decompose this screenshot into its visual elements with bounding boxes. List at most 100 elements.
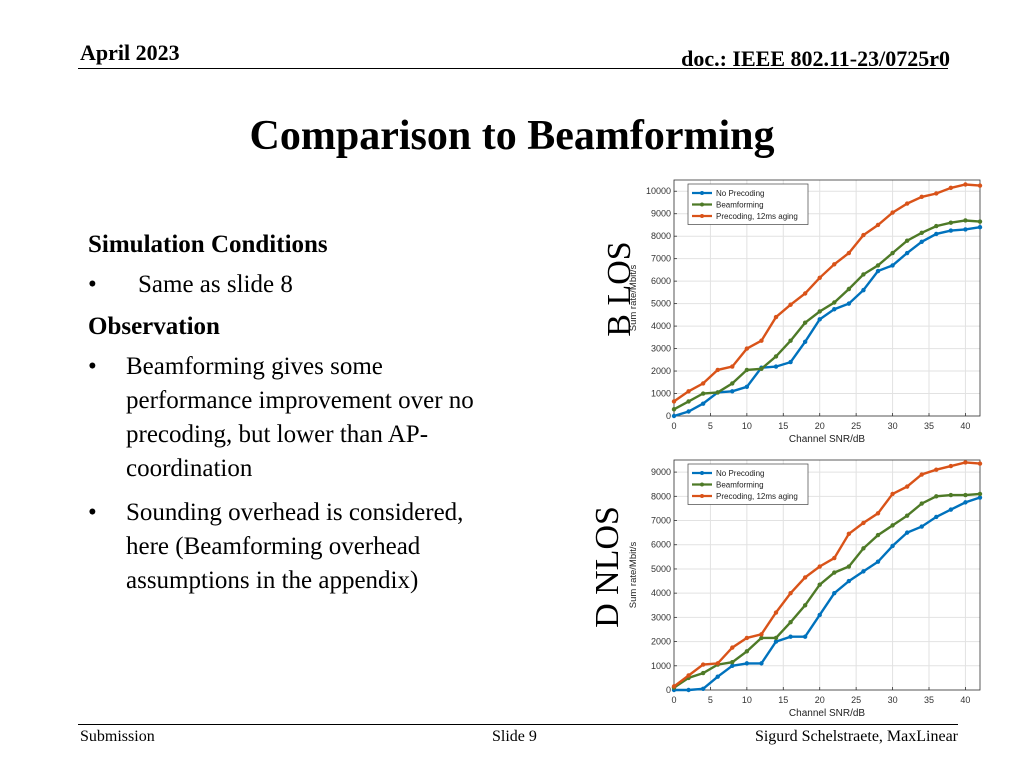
y-tick-label: 5000 [651,299,671,309]
series-line [673,461,981,688]
data-point [963,492,968,498]
data-point [875,222,881,228]
series-line [673,183,981,403]
y-tick-label: 7000 [651,516,671,526]
data-point [861,569,866,574]
data-point [773,314,779,320]
x-tick-label: 0 [671,421,676,431]
x-tick-label: 5 [708,695,713,705]
data-point [934,191,939,196]
data-point [817,317,822,322]
data-point [875,511,881,516]
x-tick-label: 20 [815,421,825,431]
data-point [730,389,735,394]
legend-marker [700,482,704,487]
data-point [773,364,779,369]
data-point [904,250,910,256]
legend-label: Precoding, 12ms aging [716,212,798,221]
footer-slide-number: Slide 9 [492,728,537,745]
data-point [904,513,910,518]
data-point [846,578,852,584]
data-point [977,219,983,224]
data-point [744,649,750,654]
data-point [963,500,968,505]
data-point [817,564,822,569]
data-point [875,532,881,538]
data-point [759,366,764,371]
data-point [861,287,866,293]
data-point [846,250,852,256]
d-nlos-chart: 0 5 10 15 20 25 30 35 40 0 1000 2000 3000 4000 5000 600… [628,459,983,719]
slide-body: Simulation Conditions • Same as slide 8 … [88,228,508,598]
bullet-item: • Beamforming gives some performance imp… [88,350,508,486]
data-point [686,389,691,394]
footer-submission: Submission [80,728,155,745]
data-point [759,338,764,343]
x-tick-label: 15 [778,421,788,431]
y-tick-label: 0 [666,411,671,421]
header-divider [78,68,948,69]
data-point [977,461,983,466]
data-point [919,472,924,477]
data-point [861,272,866,277]
x-tick-label: 20 [815,695,825,705]
x-tick-label: 35 [924,695,934,705]
data-point [817,612,822,618]
legend-label: No Precoding [716,189,764,198]
bullet-item: • Sounding overhead is considered, here … [88,496,508,598]
data-point [890,491,895,497]
data-point [904,238,910,243]
data-point [832,307,837,312]
data-point [802,575,808,580]
data-point [671,399,677,404]
series-line [673,219,981,411]
slide-title: Comparison to Beamforming [249,113,775,159]
data-point [890,523,895,528]
data-point [934,494,939,499]
data-point [788,302,793,307]
data-point [700,401,706,406]
data-point [671,407,677,412]
y-tick-label: 7000 [651,254,671,264]
data-point [715,674,720,679]
footer-divider [78,724,958,725]
data-point [832,570,837,575]
data-point [671,684,677,689]
data-point [802,339,808,345]
legend-label: No Precoding [716,469,764,478]
data-point [671,413,677,419]
y-tick-label: 3000 [651,344,671,354]
data-point [759,632,764,637]
data-point [817,309,822,314]
y-tick-label: 1000 [651,661,671,671]
series-line [673,492,981,689]
x-tick-label: 5 [708,421,713,431]
data-point [817,582,822,587]
y-tick-label: 2000 [651,637,671,647]
data-point [875,268,881,274]
data-point [715,367,720,373]
data-point [890,543,895,549]
data-point [686,687,691,693]
data-point [773,354,779,359]
data-point [788,590,793,596]
header-doc-id: doc.: IEEE 802.11-23/0725r0 [681,46,950,71]
x-tick-label: 40 [960,695,970,705]
data-point [977,183,983,188]
data-point [802,634,808,639]
data-point [715,661,720,666]
data-point [802,291,808,296]
data-point [977,491,983,497]
legend-marker [700,494,704,498]
data-point [788,620,793,625]
data-point [846,531,852,537]
data-point [700,391,706,396]
bullet-text: Beamforming gives some performance impro… [126,353,474,482]
y-tick-label: 5000 [651,564,671,574]
data-point [773,639,779,644]
x-tick-label: 25 [851,421,861,431]
plot-frame [673,179,981,417]
data-point [977,225,983,230]
data-point [919,239,924,245]
data-point [861,520,866,526]
